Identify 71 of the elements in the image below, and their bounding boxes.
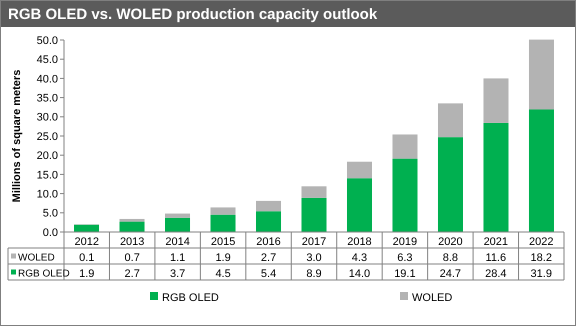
bar xyxy=(120,218,145,222)
x-tick-label: 2013 xyxy=(120,236,144,248)
data-label: 2.7 xyxy=(260,252,276,264)
bar xyxy=(438,137,463,232)
data-label: 28.4 xyxy=(485,268,507,280)
data-label: 8.9 xyxy=(306,268,322,280)
x-tick-label: 2014 xyxy=(165,236,190,248)
y-tick-label: 0.0 xyxy=(42,226,58,239)
data-label: 31.9 xyxy=(530,268,552,280)
data-label: 11.6 xyxy=(486,252,506,264)
bar xyxy=(165,218,190,232)
bar xyxy=(392,134,418,159)
data-label: 3.0 xyxy=(306,252,322,264)
text: WOLED xyxy=(412,292,452,304)
bar xyxy=(483,122,508,232)
data-label: 8.8 xyxy=(442,252,458,264)
y-tick-label: 20.0 xyxy=(36,150,58,162)
chart-title: RGB OLED vs. WOLED production capacity outlook xyxy=(8,6,378,23)
x-tick-label: 2022 xyxy=(529,236,554,248)
y-tick-label: 35.0 xyxy=(36,92,58,104)
text: RGB OLED xyxy=(162,292,219,304)
legend-label: WOLED xyxy=(18,252,55,264)
data-label: 6.3 xyxy=(397,252,413,264)
y-tick-label: 45.0 xyxy=(36,54,58,66)
data-label: 18.2 xyxy=(530,252,552,264)
bar xyxy=(120,222,145,232)
data-label: 5.4 xyxy=(260,268,276,280)
data-label: 0.1 xyxy=(79,252,94,264)
data-label: 2.7 xyxy=(124,268,140,280)
y-tick-label: 30.0 xyxy=(36,112,58,124)
y-tick-label: 40.0 xyxy=(36,73,58,86)
x-tick-label: 2019 xyxy=(392,236,418,248)
data-label: 3.7 xyxy=(170,268,186,280)
bar xyxy=(165,214,190,218)
data-label: 14.0 xyxy=(348,268,370,280)
data-label: 19.1 xyxy=(394,268,416,280)
y-tick-label: 15.0 xyxy=(36,169,58,182)
bar xyxy=(392,158,418,232)
bar xyxy=(210,207,236,215)
bar xyxy=(74,224,100,232)
y-tick-label: 10.0 xyxy=(36,188,58,200)
bar xyxy=(256,211,282,232)
y-tick-label: 5.0 xyxy=(42,208,58,220)
data-label: 1.1 xyxy=(170,252,186,264)
y-tick-label: 50.0 xyxy=(36,34,58,47)
data-label: 0.7 xyxy=(124,252,140,264)
x-tick-label: 2017 xyxy=(302,236,326,248)
bar xyxy=(256,200,282,212)
bar xyxy=(301,186,327,198)
data-label: 1.9 xyxy=(79,268,94,280)
bar xyxy=(346,178,372,232)
x-tick-label: 2012 xyxy=(74,236,99,248)
data-label: 4.5 xyxy=(215,268,231,280)
data-label: 4.3 xyxy=(352,252,368,264)
legend-label: RGB OLED xyxy=(18,268,70,280)
bar xyxy=(301,198,327,232)
data-label: 1.9 xyxy=(215,252,231,264)
x-tick-label: 2015 xyxy=(210,236,236,248)
bar xyxy=(346,162,372,178)
bar xyxy=(483,78,508,123)
bar xyxy=(528,40,554,110)
bar xyxy=(528,110,554,232)
x-tick-label: 2016 xyxy=(256,236,281,248)
y-tick-label: 25.0 xyxy=(36,130,58,143)
y-axis-title: Millions of square meters xyxy=(11,70,23,202)
data-label: 24.7 xyxy=(440,268,462,280)
bar xyxy=(438,103,463,138)
bar xyxy=(210,214,236,232)
x-tick-label: 2021 xyxy=(484,236,508,248)
x-tick-label: 2020 xyxy=(438,236,463,248)
x-tick-label: 2018 xyxy=(347,236,372,248)
